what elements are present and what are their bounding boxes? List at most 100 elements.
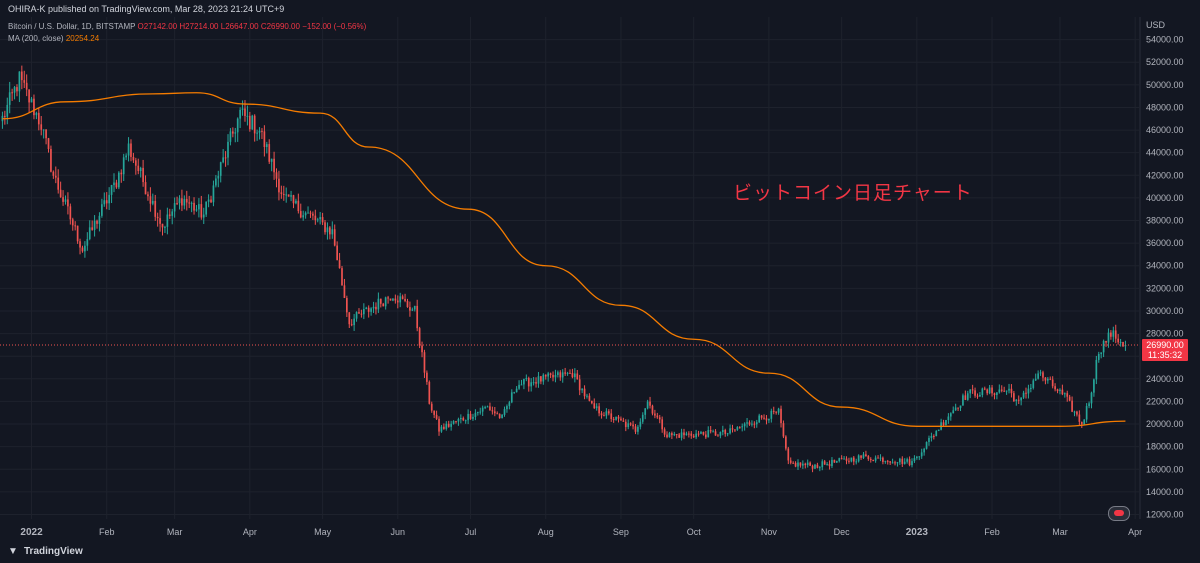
candle xyxy=(1008,383,1010,394)
candle xyxy=(222,149,224,164)
candle xyxy=(142,159,144,187)
candle xyxy=(581,388,583,394)
candle xyxy=(772,406,775,415)
candle xyxy=(1022,390,1025,399)
candle xyxy=(559,370,562,381)
time-tick-label: Sep xyxy=(613,527,629,537)
candle xyxy=(1059,388,1061,395)
candle xyxy=(748,420,751,426)
candle xyxy=(168,208,171,219)
candle xyxy=(195,205,198,212)
candle xyxy=(74,221,77,231)
candle xyxy=(217,170,220,188)
candle xyxy=(246,105,249,126)
open-value: O27142.00 xyxy=(137,22,178,31)
candle xyxy=(329,225,331,240)
candle xyxy=(879,454,882,462)
tradingview-logo[interactable]: ▼ TradingView xyxy=(8,546,83,557)
candle xyxy=(428,380,431,405)
candle xyxy=(508,400,511,410)
candle xyxy=(981,387,984,398)
candle xyxy=(976,393,979,399)
ma-label[interactable]: MA (200, close) xyxy=(8,34,64,43)
candle xyxy=(67,192,69,215)
candle xyxy=(309,210,312,218)
candle xyxy=(760,414,763,420)
candle xyxy=(341,266,343,286)
candle xyxy=(62,190,64,206)
candle xyxy=(413,305,416,312)
candle xyxy=(789,457,792,465)
candle xyxy=(297,193,300,214)
candle xyxy=(540,375,542,385)
candle xyxy=(299,203,302,219)
candle xyxy=(98,212,101,232)
price-tick-label: 46000.00 xyxy=(1146,125,1184,135)
candle xyxy=(1090,391,1093,409)
tradingview-logo-text: TradingView xyxy=(24,546,83,557)
event-badge-icon[interactable] xyxy=(1108,506,1130,521)
candle xyxy=(552,371,554,382)
candle xyxy=(651,404,654,416)
candle xyxy=(797,459,799,470)
symbol-label[interactable]: Bitcoin / U.S. Dollar, 1D, BITSTAMP xyxy=(8,22,136,31)
candle xyxy=(1051,376,1054,389)
price-tick-label: 52000.00 xyxy=(1146,57,1184,67)
candle xyxy=(574,368,576,383)
candle xyxy=(440,424,443,433)
candle xyxy=(493,407,496,417)
candle xyxy=(753,421,756,429)
candle xyxy=(564,367,566,376)
candle xyxy=(105,192,108,210)
candle xyxy=(624,419,627,432)
close-value: C26990.00 xyxy=(260,22,300,31)
time-tick-label: 2023 xyxy=(906,527,929,538)
price-tick-label: 48000.00 xyxy=(1146,102,1184,112)
candle xyxy=(1102,339,1105,358)
candle xyxy=(120,169,123,183)
candle xyxy=(738,426,741,429)
candle xyxy=(384,296,387,310)
candle xyxy=(110,184,113,204)
candle xyxy=(47,137,50,153)
candle xyxy=(865,450,867,457)
candle xyxy=(916,455,918,460)
candle xyxy=(389,298,392,301)
candle xyxy=(954,403,957,411)
candle xyxy=(998,384,1001,394)
candle xyxy=(610,409,613,422)
candle xyxy=(457,417,460,426)
candle xyxy=(537,371,540,388)
candle xyxy=(867,455,870,461)
candle xyxy=(1054,383,1056,392)
candle xyxy=(392,298,394,302)
candle xyxy=(326,222,329,240)
price-tick-label: 36000.00 xyxy=(1146,238,1184,248)
price-chart[interactable]: 12000.00 14000.00 16000.00 18000.00 20000.00… xyxy=(0,0,1200,541)
candle xyxy=(173,197,176,218)
candle xyxy=(603,412,605,417)
candle xyxy=(275,168,278,188)
candle xyxy=(656,412,659,419)
candle xyxy=(304,211,307,219)
candle xyxy=(945,419,947,426)
candle xyxy=(850,457,853,463)
price-tick-label: 16000.00 xyxy=(1146,464,1184,474)
candle xyxy=(532,377,535,386)
candle xyxy=(882,456,884,465)
candle xyxy=(1,111,4,129)
candle xyxy=(644,408,647,420)
candle xyxy=(273,151,275,180)
candle xyxy=(346,295,348,317)
candle xyxy=(45,129,47,145)
candle xyxy=(406,298,409,308)
candle xyxy=(918,456,921,461)
bottom-bar: ▼ TradingView xyxy=(0,541,1200,563)
candle xyxy=(1105,340,1107,347)
candle xyxy=(554,369,557,383)
candle xyxy=(314,209,317,225)
candle xyxy=(498,413,501,419)
price-tick-label: 18000.00 xyxy=(1146,442,1184,452)
candle xyxy=(843,456,845,460)
price-tick-label: 40000.00 xyxy=(1146,193,1184,203)
